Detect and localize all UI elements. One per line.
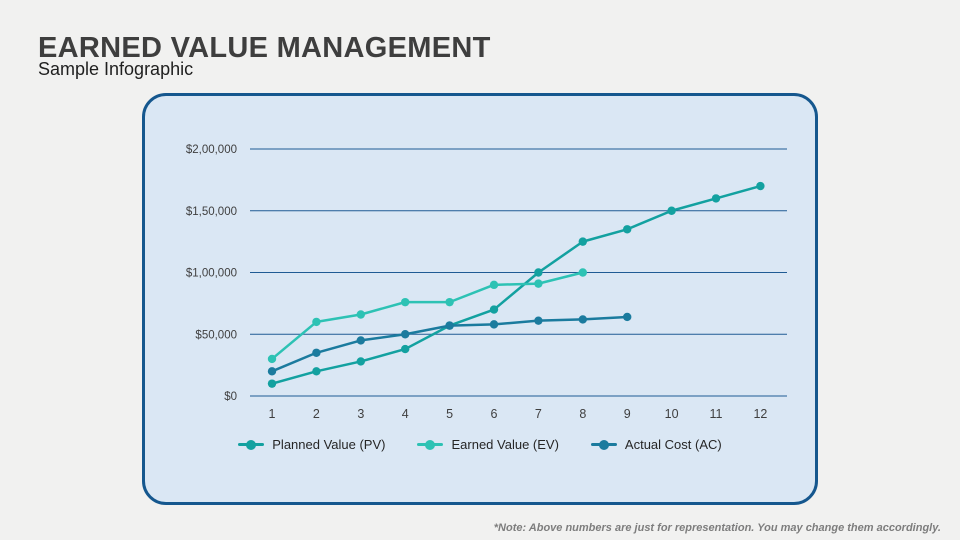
svg-text:9: 9	[624, 407, 631, 421]
svg-text:7: 7	[535, 407, 542, 421]
data-point-icon	[425, 439, 436, 450]
legend-item: Earned Value (EV)	[417, 437, 559, 452]
legend-item: Planned Value (PV)	[238, 437, 385, 452]
svg-text:$0: $0	[224, 391, 237, 403]
chart-card: $0 $50,000 $1,00,000 $1,50,000 $2,00,000 1 2 3 4…	[142, 93, 818, 505]
page-subtitle: Sample Infographic	[38, 59, 194, 79]
svg-text:1: 1	[269, 407, 276, 421]
legend-label: Earned Value (EV)	[451, 437, 559, 452]
data-point-icon	[246, 439, 257, 450]
line-marker-icon	[417, 439, 444, 450]
svg-text:10: 10	[665, 407, 679, 421]
line-marker-icon	[590, 439, 617, 450]
svg-text:2: 2	[313, 407, 320, 421]
footnote: *Note: Above numbers are just for repres…	[493, 522, 941, 534]
page-title: EARNED VALUE MANAGEMENT	[38, 32, 491, 65]
svg-text:$1,50,000: $1,50,000	[186, 206, 237, 218]
legend-label: Actual Cost (AC)	[624, 437, 722, 452]
svg-text:$50,000: $50,000	[195, 329, 237, 341]
svg-text:3: 3	[357, 407, 364, 421]
legend-item: Actual Cost (AC)	[590, 437, 722, 452]
svg-text:8: 8	[579, 407, 586, 421]
svg-text:6: 6	[491, 407, 498, 421]
legend-label: Planned Value (PV)	[272, 437, 386, 452]
svg-text:$2,00,000: $2,00,000	[186, 144, 237, 156]
chart-legend: Planned Value (PV) Earned Value (EV) Act…	[145, 437, 815, 452]
svg-text:$1,00,000: $1,00,000	[186, 268, 237, 280]
data-point-icon	[598, 439, 609, 450]
svg-text:4: 4	[402, 407, 409, 421]
svg-text:11: 11	[710, 407, 723, 421]
svg-text:12: 12	[753, 407, 767, 421]
svg-text:5: 5	[446, 407, 453, 421]
line-marker-icon	[238, 439, 265, 450]
